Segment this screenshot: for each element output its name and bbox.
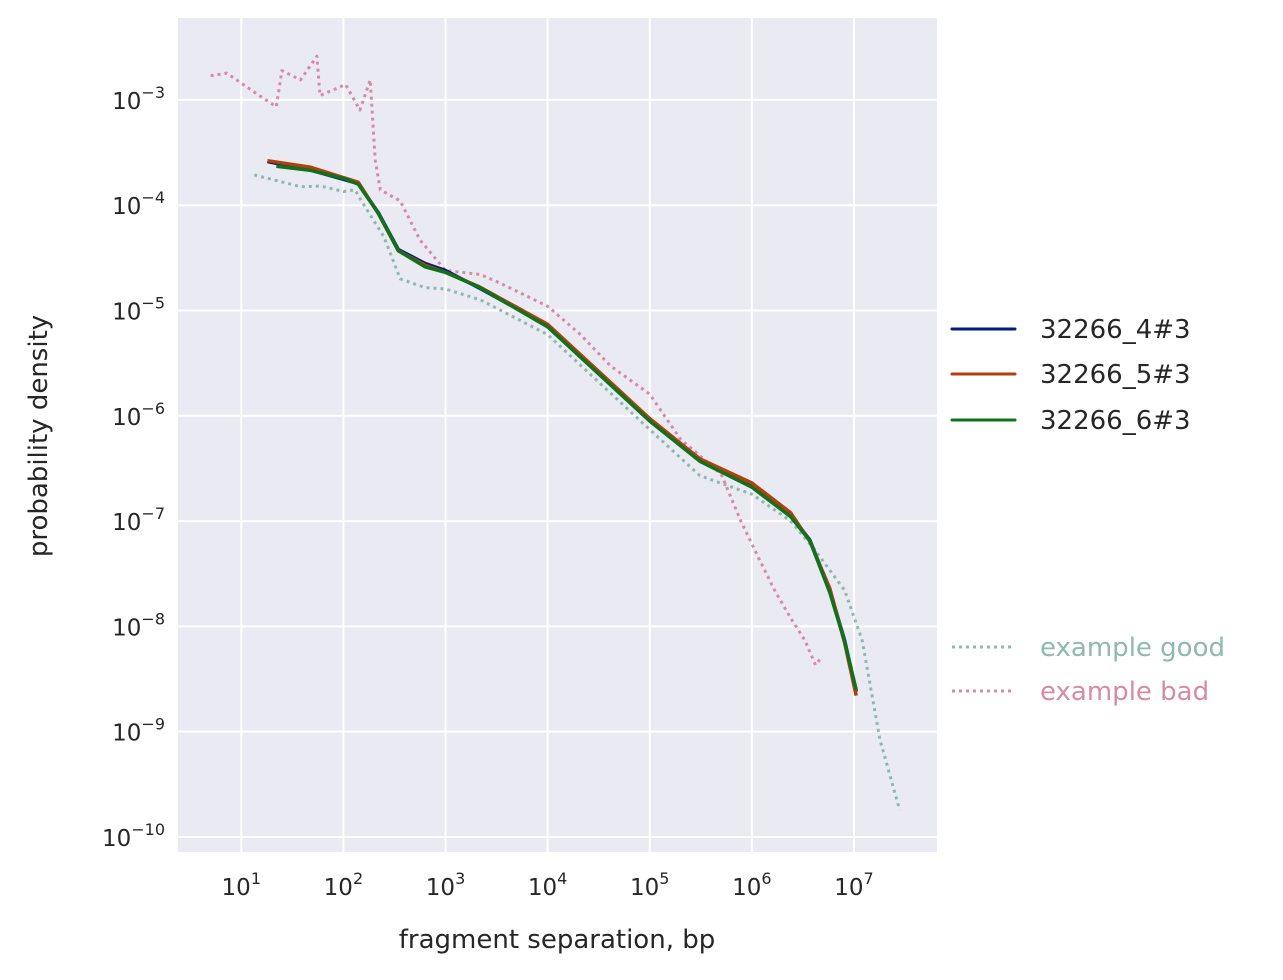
y-tick-label: 10−10 bbox=[102, 820, 165, 852]
x-tick-label: 106 bbox=[732, 869, 771, 901]
x-tick-label: 102 bbox=[324, 869, 363, 901]
legend-label: 32266_5#3 bbox=[1040, 360, 1191, 390]
y-tick-label: 10−8 bbox=[112, 609, 165, 641]
grid bbox=[178, 18, 937, 852]
y-axis-label: probability density bbox=[24, 315, 54, 557]
legend-label: 32266_6#3 bbox=[1040, 406, 1191, 436]
y-tick-label: 10−3 bbox=[112, 83, 165, 115]
series-line-32266-6-3 bbox=[276, 164, 858, 691]
y-tick-label: 10−5 bbox=[112, 294, 165, 326]
y-tick-label: 10−9 bbox=[112, 715, 165, 747]
series-layer bbox=[210, 54, 902, 811]
x-tick-label: 107 bbox=[834, 869, 873, 901]
y-tick-label: 10−6 bbox=[112, 399, 165, 431]
legend-label: 32266_4#3 bbox=[1040, 315, 1191, 345]
legend-label: example bad bbox=[1040, 677, 1209, 707]
series-line-example-bad bbox=[210, 54, 824, 667]
legend-label: example good bbox=[1040, 633, 1225, 663]
x-axis-label: fragment separation, bp bbox=[399, 925, 715, 955]
plot-background bbox=[178, 18, 937, 852]
x-tick-label: 101 bbox=[222, 869, 261, 901]
y-tick-label: 10−7 bbox=[112, 504, 165, 536]
x-tick-label: 103 bbox=[426, 869, 465, 901]
series-line-example-good bbox=[253, 173, 902, 811]
y-tick-label: 10−4 bbox=[112, 188, 165, 220]
x-tick-label: 105 bbox=[630, 869, 669, 901]
x-tick-label: 104 bbox=[528, 869, 567, 901]
